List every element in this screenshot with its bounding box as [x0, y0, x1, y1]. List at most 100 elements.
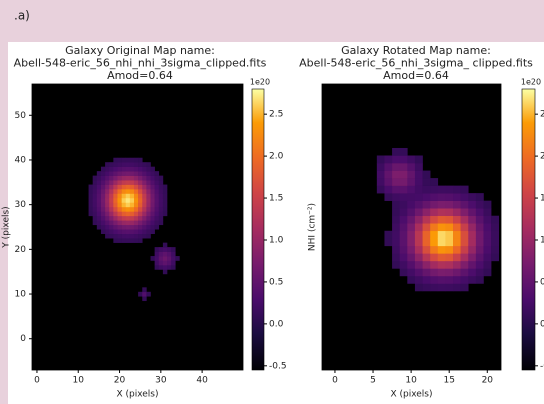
heatmap-cell [468, 208, 477, 217]
heatmap-cell [100, 189, 106, 194]
heatmap-cell [100, 171, 106, 176]
heatmap-cell [121, 233, 127, 239]
heatmap-cell [392, 178, 400, 186]
colorbar-tick-label: 2.5 [540, 110, 544, 120]
heatmap-cell [113, 184, 118, 190]
heatmap-cell [117, 180, 122, 185]
heatmap-cell [142, 287, 147, 293]
heatmap-cell [113, 229, 118, 235]
heatmap-cell [414, 178, 423, 186]
heatmap-cell [453, 283, 461, 292]
heatmap-cell [129, 193, 135, 199]
heatmap-cell [96, 220, 102, 226]
heatmap-cell [376, 155, 385, 164]
heatmap-cell [376, 185, 385, 194]
heatmap-cell [468, 193, 477, 201]
x-tick-label: 10 [73, 376, 85, 386]
heatmap-cell [125, 180, 131, 185]
heatmap-cell [392, 193, 400, 201]
heatmap-cell [92, 197, 98, 203]
heatmap-cell [460, 208, 469, 217]
heatmap-cell [422, 260, 431, 269]
heatmap-cell [158, 197, 164, 203]
heatmap-cell [92, 189, 98, 194]
heatmap-cell [445, 268, 454, 277]
heatmap-cell [422, 215, 431, 224]
chart-title: Galaxy Original Map name: [65, 44, 215, 57]
heatmap-cell [88, 206, 93, 212]
heatmap-cell [146, 220, 151, 226]
heatmap-cell [430, 283, 439, 292]
colorbar-tick-label: 1.0 [269, 235, 284, 245]
heatmap-cell [430, 200, 439, 209]
heatmap-cell [121, 162, 127, 167]
heatmap-cell [430, 268, 439, 277]
heatmap-cell [158, 193, 164, 199]
heatmap-cell [392, 245, 400, 254]
x-tick-label: 20 [114, 376, 126, 386]
heatmap-cell [129, 211, 135, 217]
heatmap-cell [491, 215, 500, 224]
heatmap-cell [96, 171, 102, 176]
heatmap-cell [105, 224, 110, 230]
heatmap-cell [453, 223, 461, 232]
heatmap-cell [422, 208, 431, 217]
heatmap-cell [399, 147, 408, 156]
heatmap-cell [460, 283, 469, 292]
heatmap-cell [142, 197, 147, 203]
heatmap-cell [430, 253, 439, 262]
chart-title: Amod=0.64 [107, 69, 173, 82]
heatmap-cell [100, 197, 106, 203]
heatmap-cell [150, 202, 155, 208]
heatmap-cell [150, 220, 155, 226]
heatmap-cell [105, 162, 110, 167]
heatmap-cell [121, 211, 127, 217]
heatmap-cell [483, 200, 492, 209]
heatmap-cell [392, 155, 400, 164]
heatmap-cell [100, 224, 106, 230]
heatmap-cell [133, 229, 139, 235]
heatmap-cell [121, 197, 127, 203]
heatmap-cell [125, 224, 131, 230]
heatmap-cell [146, 197, 151, 203]
heatmap-cell [138, 206, 143, 212]
heatmap-cell [146, 193, 151, 199]
heatmap-cell [100, 220, 106, 226]
heatmap-cell [117, 211, 122, 217]
heatmap-cell [468, 260, 477, 269]
heatmap-cell [468, 275, 477, 284]
heatmap-cell [384, 170, 393, 179]
heatmap-cell [154, 224, 160, 230]
chart-title: Amod=0.64 [383, 69, 449, 82]
heatmap-cell [422, 223, 431, 232]
heatmap-cell [150, 171, 155, 176]
heatmap-cell [142, 229, 147, 235]
heatmap-cell [437, 245, 446, 254]
heatmap-cell [453, 230, 461, 239]
heatmap-cell [407, 230, 416, 239]
heatmap-cell [138, 229, 143, 235]
heatmap-cell [92, 202, 98, 208]
heatmap-cell [167, 260, 172, 266]
heatmap-cell [453, 245, 461, 254]
heatmap-cell [399, 200, 408, 209]
heatmap-cell [399, 208, 408, 217]
colorbar [251, 88, 265, 371]
heatmap-cell [399, 193, 408, 201]
heatmap-cell [133, 175, 139, 181]
heatmap-cell [407, 268, 416, 277]
heatmap-cell [105, 175, 110, 181]
heatmap-cell [117, 202, 122, 208]
heatmap-cell [437, 268, 446, 277]
heatmap-cell [468, 223, 477, 232]
heatmap-cell [483, 208, 492, 217]
y-axis-label: Y (pixels) [2, 206, 12, 248]
heatmap-cell [117, 229, 122, 235]
heatmap-cell [129, 184, 135, 190]
heatmap-cell [142, 206, 147, 212]
heatmap-cell [407, 178, 416, 186]
heatmap-cell [399, 253, 408, 262]
heatmap-cell [92, 211, 98, 217]
colorbar-tick-label: 0.0 [269, 319, 284, 329]
heatmap-cell [88, 197, 93, 203]
